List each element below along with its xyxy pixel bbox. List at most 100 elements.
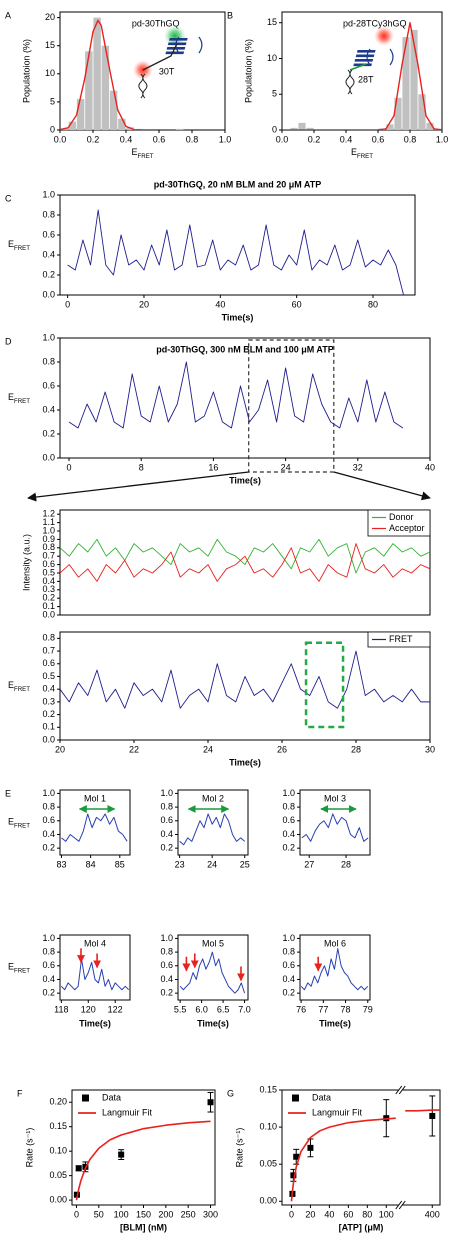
histogram-bar [386,124,394,130]
chart-title: Mol 3 [324,793,346,803]
x-tick-label: 60 [343,1209,353,1219]
y-tick-label: 0.4 [42,829,55,839]
data-point [429,1112,436,1119]
legend-swatch [292,1094,299,1102]
x-tick-label: 300 [203,1209,218,1219]
y-tick-label: 0.8 [42,946,55,956]
x-tick-label: 28 [351,744,361,754]
y-axis-label: EFRET [8,680,30,693]
y-tick-label: 0.4 [42,974,55,984]
quadruplex-layer [356,50,376,53]
x-axis-label: Time(s) [229,757,261,767]
y-tick-label: 0.4 [42,404,55,414]
y-tick-label: 0.4 [42,249,55,259]
x-tick-label: 83 [56,859,66,869]
y-tick-label: 0.8 [42,801,55,811]
x-tick-label: 0 [65,299,70,309]
x-tick-label: 20 [305,1209,315,1219]
y-tick-label: 0.7 [42,551,55,561]
chart-title: pd-30ThGQ, 20 nM BLM and 20 μM ATP [154,179,322,189]
y-tick-label: 1.0 [282,788,295,798]
y-tick-label: 0.3 [42,696,55,706]
x-axis-label: [ATP] (μM) [339,1222,384,1232]
x-tick-label: 24 [203,744,213,754]
y-axis-label: EFRET [8,239,30,252]
plot-frame [59,631,431,741]
y-tick-label: 0.00 [49,1194,67,1204]
y-tick-label: 0.8 [282,946,295,956]
y-tick-label: 0.6 [42,658,55,668]
trace [179,951,246,994]
chart-title: Mol 4 [84,938,106,948]
dna-strand [349,63,367,71]
chart-title: Mol 1 [84,793,106,803]
zoom-arrow [27,471,249,502]
plot-frame [177,789,249,856]
x-axis-label: Time(s) [222,312,254,322]
histogram-bar [85,51,93,131]
y-tick-label: 0.5 [42,567,55,577]
y-axis-label-part: E [8,817,14,827]
acceptor-glow [374,26,394,46]
panel-label: B [227,10,233,20]
x-tick-label: 40 [324,1209,334,1219]
y-tick-label: 0.6 [42,559,55,569]
y-tick-label: 1.0 [160,933,173,943]
x-tick-label: 50 [94,1209,104,1219]
histogram-bar [418,94,426,130]
x-tick-label: 8 [139,462,144,472]
y-tick-label: 0.1 [42,722,55,732]
x-tick-label: 84 [86,859,96,869]
x-tick-label: 0.6 [372,134,385,144]
dna-strand [142,43,178,71]
y-tick-label: 0.4 [282,974,295,984]
quadruplex-loop [366,48,394,66]
x-tick-label: 28 [341,859,351,869]
plot-frame [59,194,416,296]
y-tick-label: 0.6 [42,815,55,825]
x-axis-label-part: E [351,147,357,157]
y-tick-label: 0.8 [42,209,55,219]
y-tick-label: 0.2 [42,843,55,853]
legend-label: Data [312,1092,331,1102]
x-tick-label: 0.4 [120,134,133,144]
y-tick-label: 1.0 [42,933,55,943]
x-tick-label: 16 [208,462,218,472]
trace [60,538,430,574]
y-tick-label: 1.0 [42,525,55,535]
quadruplex-layer [169,38,188,41]
x-tick-label: 24 [207,859,217,869]
fit-curve [282,22,442,130]
fit-curve [290,1109,440,1202]
histogram-bar [290,127,298,130]
data-point [75,1165,82,1172]
y-axis-label-part: FRET [14,823,30,830]
y-tick-label: 0.6 [160,815,173,825]
y-tick-label: 0.2 [160,843,173,853]
histogram-bar [101,45,110,130]
data-point [207,1099,214,1106]
x-axis-label: [BLM] (nM) [120,1222,167,1232]
y-axis-label-part: FRET [14,245,30,252]
chart-title: Mol 6 [324,938,346,948]
y-tick-label: 0.9 [42,534,55,544]
axis-break-gap [398,1088,403,1092]
x-tick-label: 40 [215,299,225,309]
data-point [118,1151,125,1158]
y-tick-label: 0 [50,124,55,134]
x-tick-label: 150 [136,1209,151,1219]
x-tick-label: 200 [158,1209,173,1219]
y-tick-label: 5 [50,96,55,106]
plot-frame [59,337,431,459]
plot-frame [299,934,371,1001]
x-tick-label: 0 [67,462,72,472]
y-tick-label: 0.3 [42,584,55,594]
y-axis-label: Rate (s⁻¹) [24,1128,34,1168]
y-axis-label-part: E [8,962,14,972]
legend-label: Langmuir Fit [312,1107,363,1117]
plot-frame [177,934,249,1001]
y-tick-label: 0.2 [282,843,295,853]
x-tick-label: 100 [114,1209,129,1219]
axis-break-mark [398,1085,406,1095]
